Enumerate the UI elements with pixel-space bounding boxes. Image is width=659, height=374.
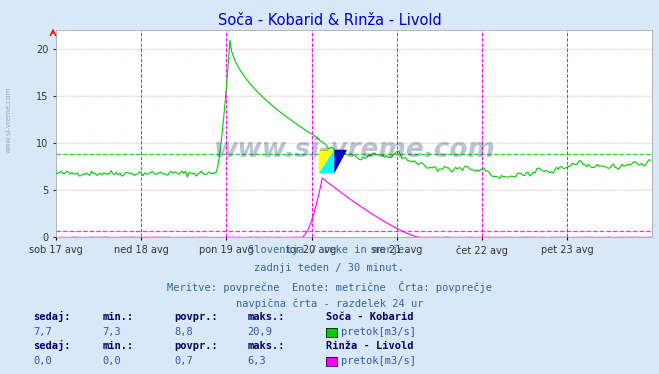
Text: min.:: min.: [102,341,133,350]
Text: Soča - Kobarid: Soča - Kobarid [326,312,414,322]
Text: sedaj:: sedaj: [33,311,71,322]
Text: Meritve: povprečne  Enote: metrične  Črta: povprečje: Meritve: povprečne Enote: metrične Črta:… [167,281,492,293]
Text: 7,3: 7,3 [102,328,121,337]
Text: 0,0: 0,0 [102,356,121,366]
Text: Rinža - Livold: Rinža - Livold [326,341,414,350]
Text: min.:: min.: [102,312,133,322]
Text: 6,3: 6,3 [247,356,266,366]
Text: Soča - Kobarid & Rinža - Livold: Soča - Kobarid & Rinža - Livold [217,13,442,28]
Text: Slovenija / reke in morje.: Slovenija / reke in morje. [248,245,411,255]
Text: sedaj:: sedaj: [33,340,71,350]
Text: zadnji teden / 30 minut.: zadnji teden / 30 minut. [254,263,405,273]
Text: 0,0: 0,0 [33,356,51,366]
Text: www.si-vreme.com: www.si-vreme.com [5,87,12,153]
Text: pretok[m3/s]: pretok[m3/s] [341,328,416,337]
Text: maks.:: maks.: [247,341,285,350]
Polygon shape [319,150,334,173]
Text: 8,8: 8,8 [175,328,193,337]
Text: 0,7: 0,7 [175,356,193,366]
Text: navpična črta - razdelek 24 ur: navpična črta - razdelek 24 ur [236,299,423,309]
Text: 20,9: 20,9 [247,328,272,337]
Text: www.si-vreme.com: www.si-vreme.com [214,137,495,163]
Text: maks.:: maks.: [247,312,285,322]
Text: 7,7: 7,7 [33,328,51,337]
Polygon shape [334,150,347,173]
Text: povpr.:: povpr.: [175,341,218,350]
Text: povpr.:: povpr.: [175,312,218,322]
Text: pretok[m3/s]: pretok[m3/s] [341,356,416,366]
Polygon shape [319,150,334,173]
